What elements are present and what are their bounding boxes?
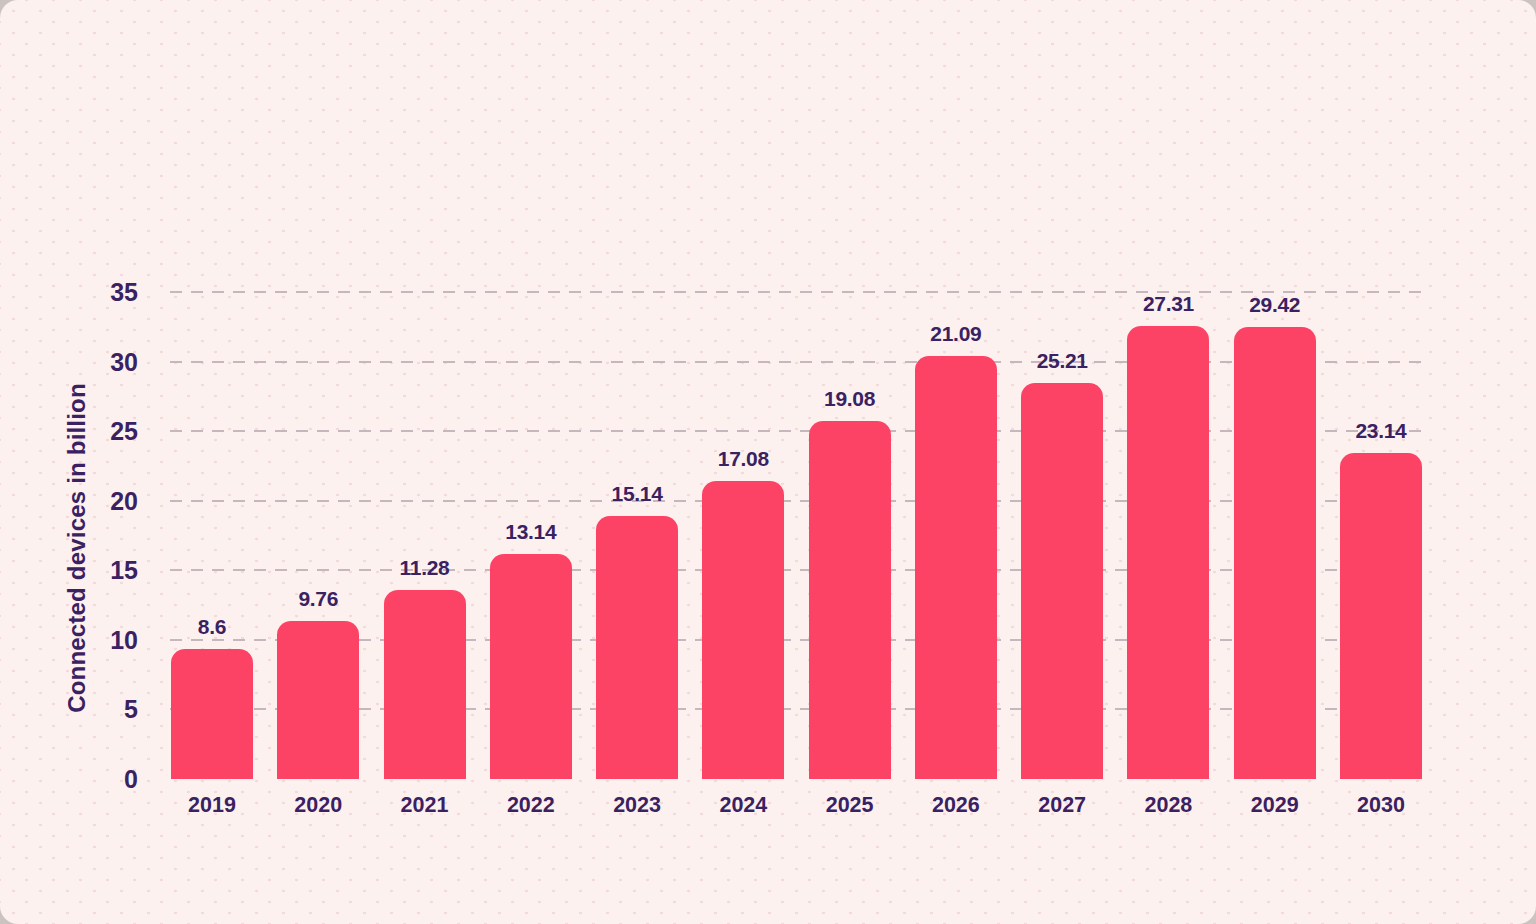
y-axis-title: Connected devices in billion [63,383,91,713]
bar-2027 [1021,383,1103,779]
bar-2023 [596,516,678,779]
bar-value-label-2023: 15.14 [567,481,707,506]
bar-value-label-2022: 13.14 [461,519,601,544]
bar-value-label-2025: 19.08 [780,386,920,411]
bar-2024 [702,481,784,779]
bar-2030 [1340,453,1422,779]
bar-2025 [809,421,891,779]
bar-value-label-2030: 23.14 [1311,418,1451,443]
y-tick-label-0: 0 [20,766,138,792]
bar-2020 [277,621,359,779]
bar-value-label-2026: 21.09 [886,321,1026,346]
bar-2028 [1127,326,1209,779]
bar-value-label-2024: 17.08 [673,446,813,471]
bar-2021 [384,590,466,779]
bar-2019 [171,649,253,779]
y-tick-label-35: 35 [20,279,138,305]
chart-card: 05101520253035 8.69.7611.2813.1415.1417.… [0,0,1536,924]
bar-value-label-2029: 29.42 [1205,292,1345,317]
bar-2022 [490,554,572,779]
y-tick-label-30: 30 [20,349,138,375]
x-axis-label-2030: 2030 [1311,794,1451,816]
bar-chart: 05101520253035 8.69.7611.2813.1415.1417.… [0,0,1536,924]
bar-2029 [1234,327,1316,779]
bar-value-label-2020: 9.76 [248,586,388,611]
bar-value-label-2027: 25.21 [992,348,1132,373]
bar-value-label-2021: 11.28 [355,555,495,580]
bar-2026 [915,356,997,779]
bar-value-label-2019: 8.6 [142,614,282,639]
